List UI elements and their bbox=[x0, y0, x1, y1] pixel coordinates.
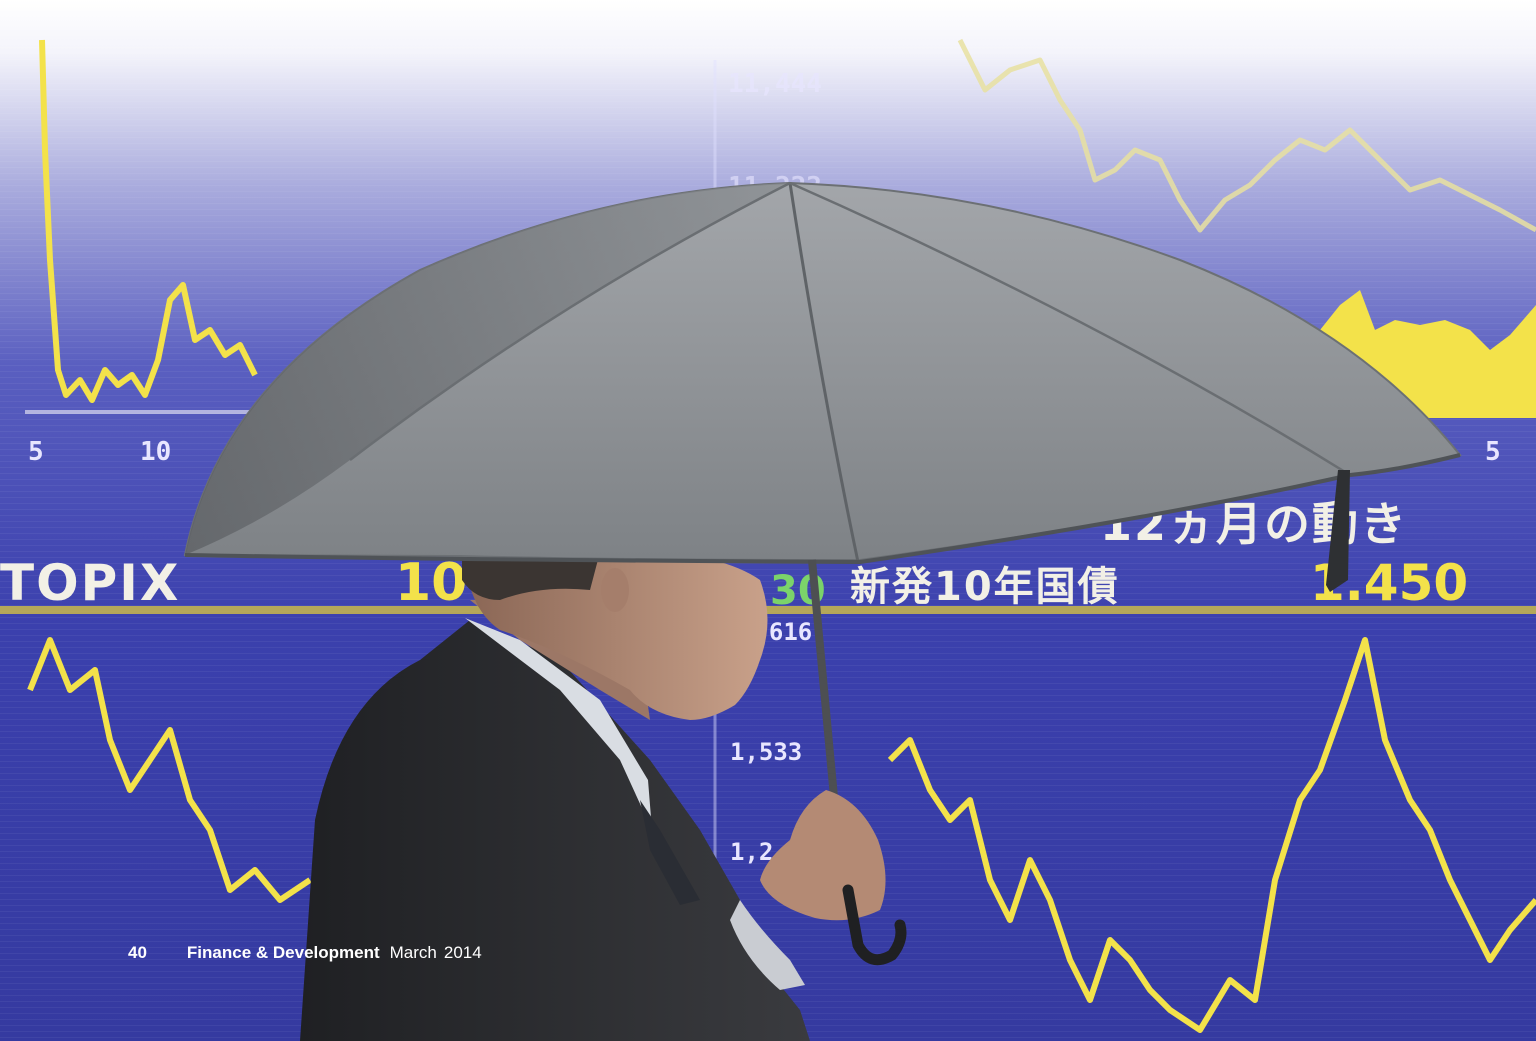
man-suit bbox=[300, 620, 810, 1041]
small-tick: 5 bbox=[1485, 437, 1501, 467]
small-tick: 5 bbox=[28, 437, 44, 467]
jgb-label: 新発10年国債 bbox=[850, 564, 1120, 610]
board-baseline bbox=[25, 410, 255, 414]
small-tick: 10 bbox=[140, 437, 171, 467]
magazine-title: Finance & Development bbox=[186, 943, 380, 962]
umbrella-hem bbox=[184, 453, 1461, 565]
umbrella-rib bbox=[788, 182, 860, 563]
upper-left-chart-line bbox=[39, 39, 258, 403]
issue-month: March bbox=[389, 943, 437, 962]
lower-right-chart-line bbox=[887, 637, 1536, 1033]
index-label: TOPIX bbox=[0, 554, 180, 612]
upper-right-chart-line bbox=[957, 38, 1536, 233]
lower-left-chart-line bbox=[27, 637, 312, 903]
issue-year: 2014 bbox=[443, 943, 482, 962]
axis-tick: 1,2 bbox=[730, 838, 773, 866]
page-footer: 40 Finance & Development March 2014 bbox=[128, 943, 482, 965]
man-hand bbox=[760, 790, 886, 921]
umbrella-strap bbox=[1326, 470, 1350, 592]
umbrella-panel-shade bbox=[185, 183, 790, 555]
axis-tick: 11,444 bbox=[728, 69, 822, 99]
axis-tick: 1,533 bbox=[730, 738, 802, 766]
man-shirt-cuff bbox=[730, 900, 805, 990]
umbrella-rib bbox=[789, 181, 1351, 477]
page-number: 40 bbox=[128, 943, 147, 962]
man-ear bbox=[601, 568, 629, 612]
umbrella-rib bbox=[349, 181, 791, 461]
board-divider bbox=[0, 606, 1536, 614]
umbrella-handle bbox=[842, 884, 907, 966]
man-tie bbox=[640, 800, 700, 905]
